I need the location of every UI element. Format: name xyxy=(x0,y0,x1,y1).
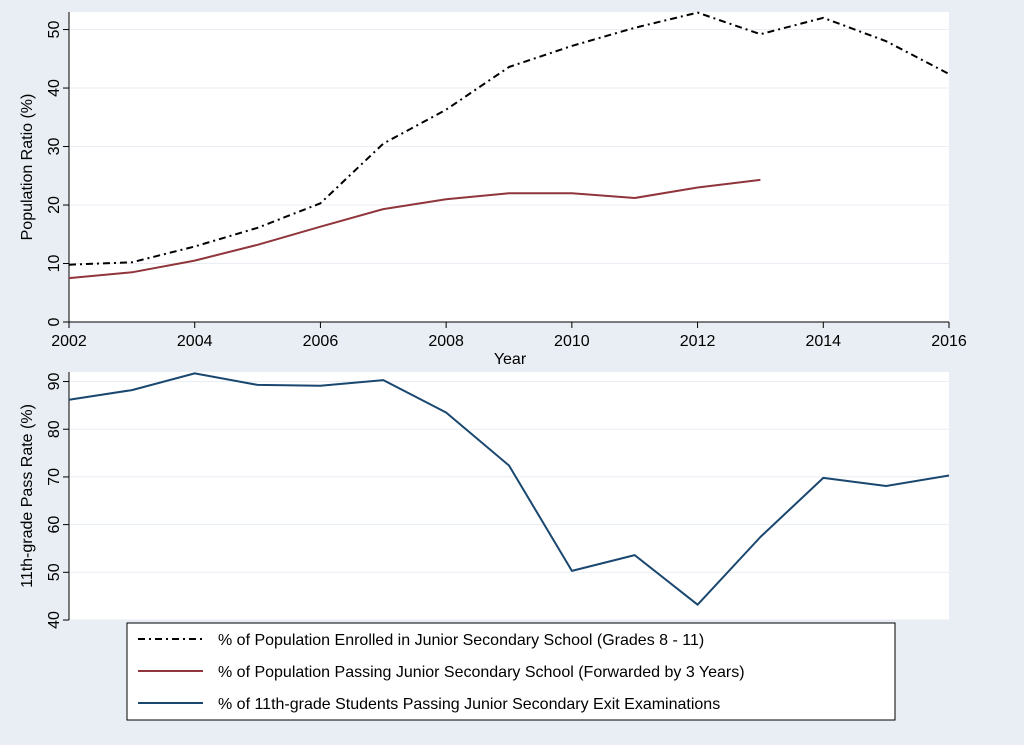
bottom-y-tick-label-70: 70 xyxy=(46,468,63,486)
bottom-y-axis-title: 11th-grade Pass Rate (%) xyxy=(19,404,36,588)
legend-box xyxy=(126,622,896,721)
top-y-tick-label-0: 0 xyxy=(46,317,63,326)
top-x-tick-label-2006: 2006 xyxy=(303,333,339,350)
top-x-tick-label-2004: 2004 xyxy=(177,333,213,350)
top-y-tick-label-10: 10 xyxy=(46,255,63,273)
top-x-tick-label-2012: 2012 xyxy=(680,333,716,350)
bottom-y-tick-label-60: 60 xyxy=(46,516,63,534)
top-plot-area xyxy=(69,12,949,322)
top-y-axis-title: Population Ratio (%) xyxy=(19,94,36,241)
top-x-tick-label-2016: 2016 xyxy=(931,333,967,350)
top-x-ticks: 2002 2004 2006 2008 2010 2012 2014 2016 xyxy=(51,322,967,350)
bottom-y-tick-label-90: 90 xyxy=(46,373,63,391)
bottom-y-tick-label-40: 40 xyxy=(46,611,63,629)
bottom-gridlines xyxy=(69,381,949,621)
top-series-lines xyxy=(68,11,950,280)
top-chart: 0 10 20 30 40 50 2002 2004 2006 2008 2010 2012 2014… xyxy=(19,11,967,368)
top-y-tick-label-20: 20 xyxy=(46,196,63,214)
legend-label-exam: % of 11th-grade Students Passing Junior … xyxy=(218,696,720,713)
top-x-tick-label-2014: 2014 xyxy=(805,333,841,350)
bottom-chart: 40 50 60 70 80 90 11th-grade Pass Rate (%) xyxy=(19,372,950,629)
top-y-ticks: 0 10 20 30 40 50 xyxy=(46,21,69,326)
bottom-series-lines xyxy=(68,372,950,606)
legend-label-passing: % of Population Passing Junior Secondary… xyxy=(218,664,745,681)
top-series-line-1 xyxy=(68,178,761,280)
top-y-tick-label-40: 40 xyxy=(46,79,63,97)
bottom-plot-area xyxy=(69,372,949,620)
top-x-tick-label-2002: 2002 xyxy=(51,333,87,350)
top-x-axis-title: Year xyxy=(494,351,527,368)
bottom-y-ticks: 40 50 60 70 80 90 xyxy=(46,373,69,629)
top-series-line-0 xyxy=(68,11,950,266)
top-x-tick-label-2008: 2008 xyxy=(428,333,464,350)
top-y-tick-label-30: 30 xyxy=(46,138,63,156)
top-x-tick-label-2010: 2010 xyxy=(554,333,590,350)
top-y-tick-label-50: 50 xyxy=(46,21,63,39)
bottom-series-line-0 xyxy=(68,372,950,606)
legend: % of Population Enrolled in Junior Secon… xyxy=(126,622,896,721)
bottom-y-tick-label-80: 80 xyxy=(46,420,63,438)
legend-label-enrolled: % of Population Enrolled in Junior Secon… xyxy=(218,632,704,649)
bottom-y-tick-label-50: 50 xyxy=(46,563,63,581)
